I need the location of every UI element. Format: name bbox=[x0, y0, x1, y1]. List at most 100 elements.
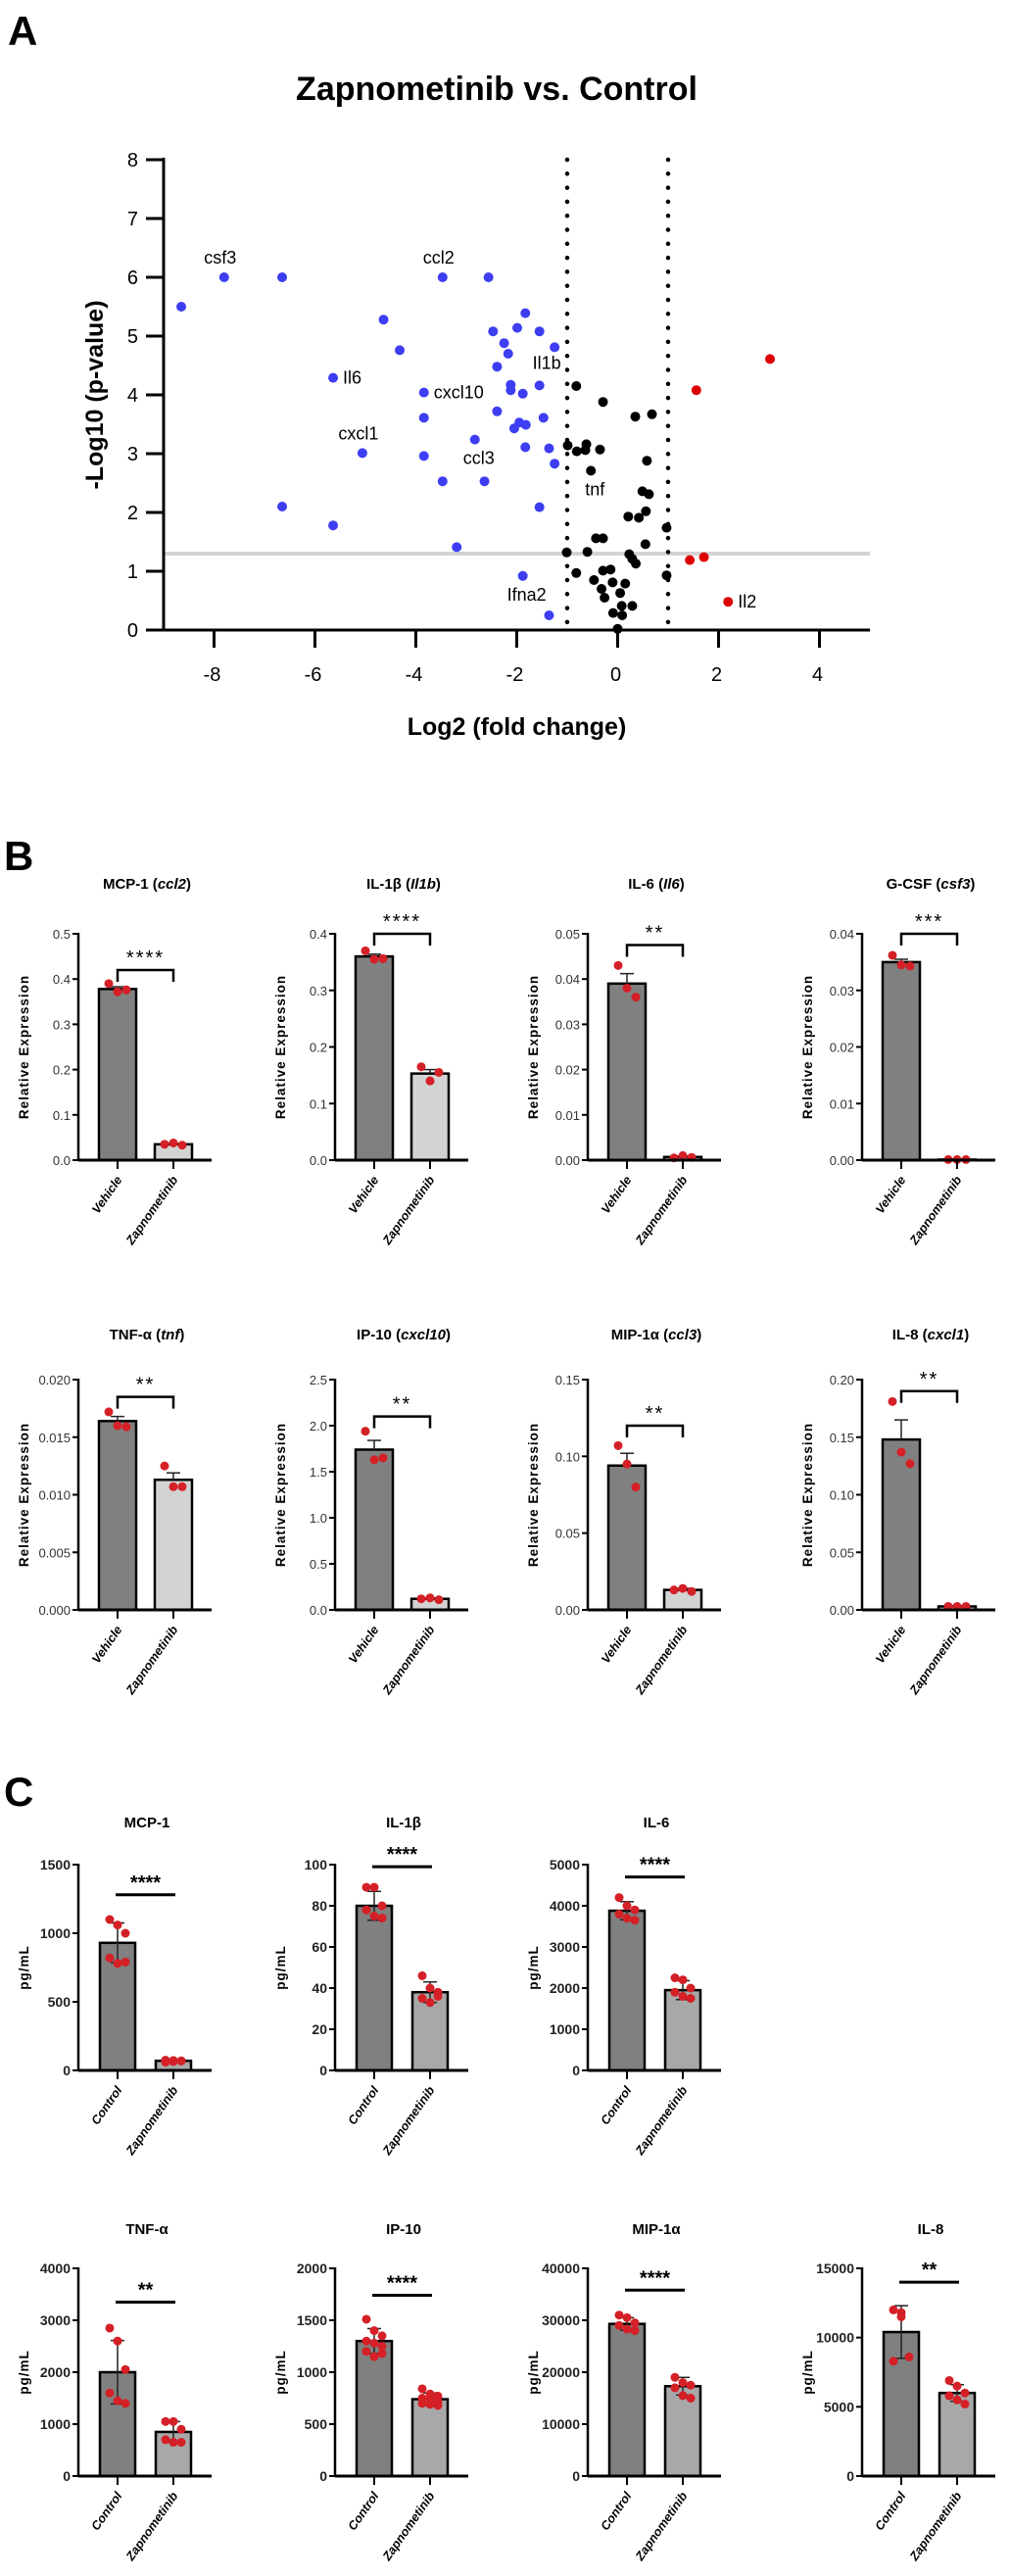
y-axis-label: Relative Expression bbox=[526, 975, 541, 1119]
y-axis-label: pg/mL bbox=[526, 2350, 541, 2395]
data-point bbox=[416, 1594, 426, 1604]
chart-title-part: Il1b bbox=[410, 876, 436, 893]
y-axis-label: pg/mL bbox=[273, 2350, 288, 2395]
y-tick-label: 0.3 bbox=[53, 1017, 71, 1032]
data-point bbox=[120, 1957, 130, 1967]
volcano-point-down bbox=[534, 502, 545, 512]
significance-stars: ** bbox=[138, 2279, 154, 2301]
y-tick-label: 2000 bbox=[40, 2364, 71, 2380]
volcano-point-down bbox=[520, 419, 531, 430]
gene-label: ccl3 bbox=[463, 449, 495, 468]
y-tick-label: 0 bbox=[572, 2468, 580, 2484]
volcano-point-ns bbox=[597, 584, 607, 594]
data-point bbox=[944, 2391, 954, 2401]
volcano-point-down bbox=[437, 272, 448, 282]
data-point bbox=[113, 1421, 122, 1431]
volcano-point-down bbox=[469, 434, 480, 445]
y-tick-label: 0.010 bbox=[38, 1488, 71, 1503]
significance-stars: ** bbox=[920, 1369, 939, 1390]
bar-control bbox=[607, 2322, 647, 2478]
chart-title-part: Il6 bbox=[663, 876, 680, 893]
data-point bbox=[176, 2424, 186, 2434]
data-point bbox=[678, 2378, 688, 2388]
data-point bbox=[177, 1141, 187, 1150]
y-tick-label: 0.03 bbox=[555, 1017, 580, 1032]
volcano-point-ns bbox=[612, 623, 623, 634]
y-tick-label: 0.02 bbox=[555, 1063, 580, 1078]
data-point bbox=[433, 2401, 443, 2410]
significance-stars: **** bbox=[640, 2267, 670, 2289]
data-point bbox=[425, 2400, 435, 2409]
data-point bbox=[614, 2310, 624, 2320]
chart-title-part: ccl3 bbox=[668, 1327, 697, 1343]
y-tick-label: 0.2 bbox=[310, 1041, 327, 1055]
chart-title: IP-10 (cxcl10) bbox=[357, 1327, 451, 1343]
data-point bbox=[105, 2323, 115, 2333]
volcano-plot: Zapnometinib vs. Control 0 1 2 3 4 5 6 7 8 -8 -6 -4 -… bbox=[81, 71, 870, 741]
data-point bbox=[168, 2416, 178, 2426]
y-tick-label: 0.10 bbox=[830, 1488, 854, 1503]
data-point bbox=[105, 1915, 115, 1924]
y-tick-label: 0.05 bbox=[555, 927, 580, 942]
data-point bbox=[960, 2400, 970, 2409]
volcano-point-ns bbox=[561, 547, 572, 558]
chart-title: G-CSF (csf3) bbox=[887, 876, 976, 893]
data-point bbox=[113, 987, 122, 996]
volcano-point-ns bbox=[607, 577, 618, 588]
data-point bbox=[631, 993, 641, 1002]
y-axis-label: Relative Expression bbox=[273, 975, 288, 1119]
x-tick-label: -6 bbox=[305, 664, 322, 686]
volcano-point-up bbox=[685, 555, 696, 565]
volcano-point-down bbox=[492, 362, 503, 372]
volcano-point-down bbox=[508, 423, 519, 434]
y-axis-label: pg/mL bbox=[17, 2350, 31, 2395]
chart-title-part: ) bbox=[970, 876, 975, 893]
y-tick-label: 3 bbox=[127, 444, 138, 465]
volcano-point-down bbox=[503, 349, 513, 359]
chart-title-part: IL-1β bbox=[386, 1815, 421, 1831]
data-point bbox=[630, 2318, 640, 2328]
data-point bbox=[905, 1459, 915, 1469]
data-point bbox=[417, 1994, 427, 2003]
y-tick-label: 0.15 bbox=[830, 1431, 854, 1445]
chart-title: IL-6 (Il6) bbox=[628, 876, 685, 893]
volcano-point-ns bbox=[616, 601, 627, 611]
volcano-point-ns bbox=[644, 489, 654, 500]
y-tick-label: 0.04 bbox=[830, 927, 854, 942]
bar-vehicle bbox=[354, 954, 395, 1162]
y-tick-label: 0.3 bbox=[310, 984, 327, 998]
gene-label: Il1b bbox=[533, 353, 561, 372]
y-tick-label: 0.000 bbox=[38, 1603, 71, 1618]
chart-title-part: ) bbox=[697, 1327, 701, 1343]
bar-zapnometinib bbox=[662, 1588, 703, 1612]
volcano-point-ns bbox=[586, 465, 597, 476]
volcano-point-ns bbox=[661, 570, 672, 581]
data-point bbox=[686, 2394, 696, 2403]
chart-title-part: IL-8 bbox=[918, 2221, 944, 2238]
bar-chart-b-6: IP-10 (cxcl10) Relative Expression 0.0 0.5 1… bbox=[273, 1327, 468, 1698]
volcano-point-down bbox=[520, 442, 531, 453]
x-tick-label: 4 bbox=[812, 664, 823, 686]
y-tick-label: 1000 bbox=[40, 2416, 71, 2432]
panel-letter-b: B bbox=[4, 833, 33, 879]
significance-bracket bbox=[625, 1424, 685, 1437]
volcano-point-down bbox=[328, 520, 339, 531]
y-axis-label: pg/mL bbox=[17, 1945, 31, 1990]
y-tick-label: 100 bbox=[305, 1857, 328, 1872]
y-tick-label: 10000 bbox=[542, 2416, 580, 2432]
chart-title: IL-1β bbox=[386, 1815, 421, 1831]
data-point bbox=[425, 1998, 435, 2008]
volcano-point-down bbox=[534, 326, 545, 337]
volcano-point-up bbox=[698, 552, 709, 562]
chart-title-part: ) bbox=[964, 1327, 969, 1343]
data-point bbox=[104, 979, 114, 989]
volcano-point-ns bbox=[617, 610, 628, 620]
y-tick-label: 0 bbox=[319, 2468, 327, 2484]
data-point bbox=[113, 1959, 122, 1968]
chart-title-part: MIP-1α bbox=[632, 2221, 681, 2238]
data-point bbox=[670, 1973, 680, 1982]
data-point bbox=[113, 2396, 122, 2406]
data-point bbox=[113, 2336, 122, 2346]
